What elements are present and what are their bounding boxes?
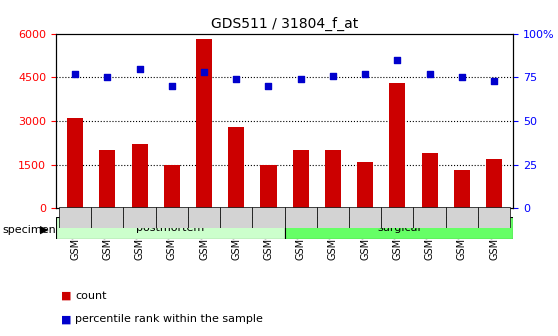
Point	[458, 75, 466, 80]
Point	[296, 76, 305, 82]
Bar	[421, 153, 437, 208]
FancyBboxPatch shape	[349, 207, 381, 228]
Point	[232, 76, 240, 82]
FancyBboxPatch shape	[220, 207, 252, 228]
Text: count: count	[75, 291, 107, 301]
Bar	[292, 150, 309, 208]
Text: surgical: surgical	[377, 223, 421, 233]
FancyBboxPatch shape	[56, 217, 285, 239]
FancyBboxPatch shape	[285, 217, 513, 239]
FancyBboxPatch shape	[285, 207, 317, 228]
FancyBboxPatch shape	[92, 207, 123, 228]
Bar	[132, 144, 148, 208]
Bar	[67, 118, 83, 208]
Text: postmortem: postmortem	[136, 223, 204, 233]
Bar	[325, 150, 341, 208]
Point	[264, 83, 273, 89]
Point	[393, 57, 402, 62]
Bar	[196, 39, 212, 208]
Bar	[163, 165, 180, 208]
Bar	[99, 150, 116, 208]
Text: percentile rank within the sample: percentile rank within the sample	[75, 314, 263, 324]
FancyBboxPatch shape	[156, 207, 188, 228]
Title: GDS511 / 31804_f_at: GDS511 / 31804_f_at	[211, 17, 358, 31]
Bar	[357, 162, 373, 208]
Point	[135, 66, 144, 71]
Bar	[454, 170, 470, 208]
Bar	[486, 159, 502, 208]
Point	[425, 71, 434, 77]
Text: ■: ■	[61, 291, 72, 301]
Point	[167, 83, 176, 89]
FancyBboxPatch shape	[478, 207, 510, 228]
Point	[71, 71, 80, 77]
FancyBboxPatch shape	[317, 207, 349, 228]
FancyBboxPatch shape	[381, 207, 413, 228]
Bar	[261, 165, 277, 208]
FancyBboxPatch shape	[446, 207, 478, 228]
Text: ▶: ▶	[40, 225, 49, 235]
Bar	[389, 83, 406, 208]
FancyBboxPatch shape	[252, 207, 285, 228]
Text: specimen: specimen	[3, 225, 56, 235]
Point	[360, 71, 369, 77]
FancyBboxPatch shape	[59, 207, 92, 228]
Point	[103, 75, 112, 80]
FancyBboxPatch shape	[413, 207, 446, 228]
FancyBboxPatch shape	[188, 207, 220, 228]
FancyBboxPatch shape	[123, 207, 156, 228]
Point	[329, 73, 338, 78]
Point	[489, 78, 498, 83]
Point	[200, 69, 209, 75]
Text: ■: ■	[61, 314, 72, 324]
Bar	[228, 127, 244, 208]
